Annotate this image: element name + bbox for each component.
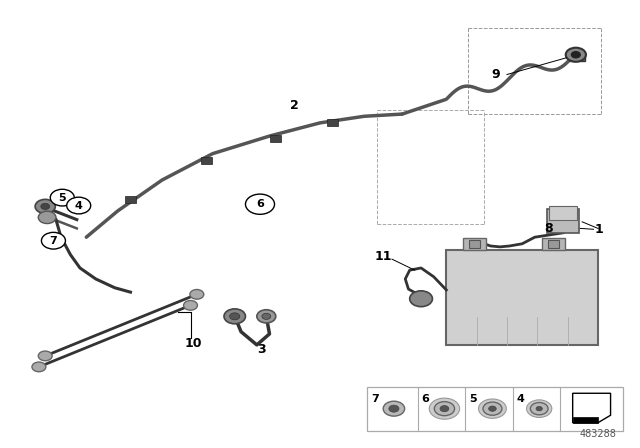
Circle shape <box>42 233 65 249</box>
Text: 9: 9 <box>492 68 500 81</box>
Circle shape <box>38 351 52 361</box>
Circle shape <box>440 405 449 412</box>
Circle shape <box>184 301 198 310</box>
Text: 4: 4 <box>75 201 83 211</box>
Text: 5: 5 <box>470 394 477 404</box>
Bar <box>469 240 481 248</box>
Circle shape <box>566 47 586 62</box>
Circle shape <box>38 211 56 224</box>
Circle shape <box>383 401 404 416</box>
Text: 6: 6 <box>422 394 429 404</box>
Text: 6: 6 <box>256 199 264 209</box>
Bar <box>125 196 136 203</box>
Bar <box>200 157 212 164</box>
Bar <box>547 209 579 233</box>
Circle shape <box>435 401 454 416</box>
Circle shape <box>489 406 496 411</box>
Text: 4: 4 <box>516 394 524 404</box>
Circle shape <box>41 203 50 210</box>
Circle shape <box>527 400 552 418</box>
Text: 8: 8 <box>545 222 553 235</box>
Circle shape <box>389 405 399 412</box>
Text: 7: 7 <box>371 394 379 404</box>
Bar <box>542 238 565 250</box>
Bar <box>367 387 623 431</box>
Text: 5: 5 <box>58 193 66 202</box>
Text: 2: 2 <box>291 99 299 112</box>
Circle shape <box>246 194 275 214</box>
Circle shape <box>230 313 240 320</box>
Text: 11: 11 <box>374 250 392 263</box>
Circle shape <box>429 398 460 419</box>
Bar <box>548 240 559 248</box>
Circle shape <box>67 197 91 214</box>
Circle shape <box>483 402 502 415</box>
Circle shape <box>32 362 46 372</box>
Circle shape <box>51 189 74 206</box>
Circle shape <box>257 310 276 323</box>
Circle shape <box>531 402 548 415</box>
Text: 1: 1 <box>595 223 604 236</box>
Circle shape <box>262 313 271 319</box>
Text: 10: 10 <box>185 337 202 350</box>
Circle shape <box>224 309 246 324</box>
Circle shape <box>410 291 433 307</box>
Bar <box>327 119 339 126</box>
Circle shape <box>572 52 580 58</box>
Circle shape <box>536 406 542 411</box>
Circle shape <box>479 399 506 418</box>
Polygon shape <box>573 417 598 423</box>
Bar <box>270 135 282 142</box>
Text: 483288: 483288 <box>579 429 616 439</box>
Polygon shape <box>573 393 611 423</box>
Text: 7: 7 <box>49 236 58 246</box>
Bar <box>463 238 486 250</box>
Bar <box>446 250 598 345</box>
Bar <box>549 207 577 220</box>
Bar <box>570 53 586 61</box>
Circle shape <box>35 199 55 213</box>
Text: 3: 3 <box>257 343 266 356</box>
Circle shape <box>190 289 204 299</box>
